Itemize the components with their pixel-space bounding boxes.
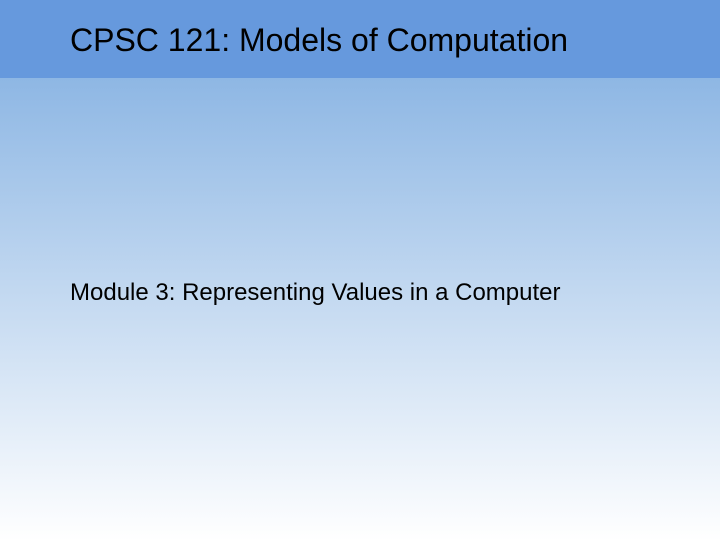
slide-title: CPSC 121: Models of Computation — [70, 22, 568, 59]
slide-subtitle: Module 3: Representing Values in a Compu… — [70, 279, 561, 307]
slide-body — [0, 78, 720, 541]
presentation-slide: CPSC 121: Models of Computation Module 3… — [0, 0, 720, 541]
